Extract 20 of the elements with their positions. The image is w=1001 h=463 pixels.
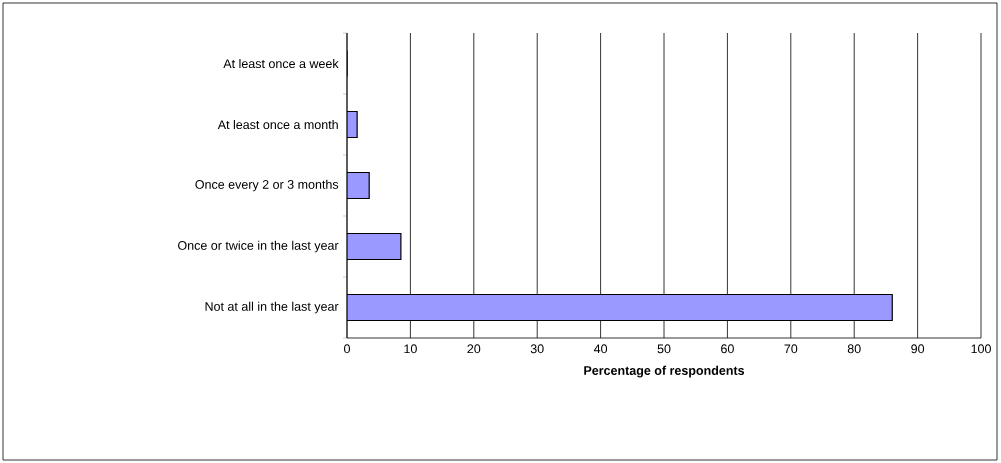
y-tick-label: At least once a week — [223, 58, 339, 69]
x-tick-label: 100 — [971, 344, 991, 354]
x-tick-label: 0 — [344, 344, 350, 354]
x-tick-label: 10 — [404, 344, 417, 354]
y-tick-label: Not at all in the last year — [205, 301, 339, 314]
x-tick-label: 20 — [467, 344, 481, 354]
x-tick-label: 50 — [657, 344, 671, 354]
bar — [347, 232, 402, 261]
x-tick-label: 30 — [530, 344, 544, 354]
bar — [347, 293, 893, 322]
x-axis-title: Percentage of respondents — [584, 365, 745, 378]
y-tick-label: Once or twice in the last year — [178, 240, 339, 253]
bar — [347, 171, 370, 200]
x-tick-label: 90 — [911, 344, 925, 354]
y-tick-label: Once every 2 or 3 months — [195, 179, 339, 192]
x-tick-label: 40 — [593, 344, 608, 354]
y-tick-label: At least once a month — [217, 119, 338, 130]
x-tick-label: 70 — [784, 344, 798, 354]
x-tick-label: 60 — [721, 344, 734, 354]
x-tick-label: 80 — [847, 344, 861, 354]
